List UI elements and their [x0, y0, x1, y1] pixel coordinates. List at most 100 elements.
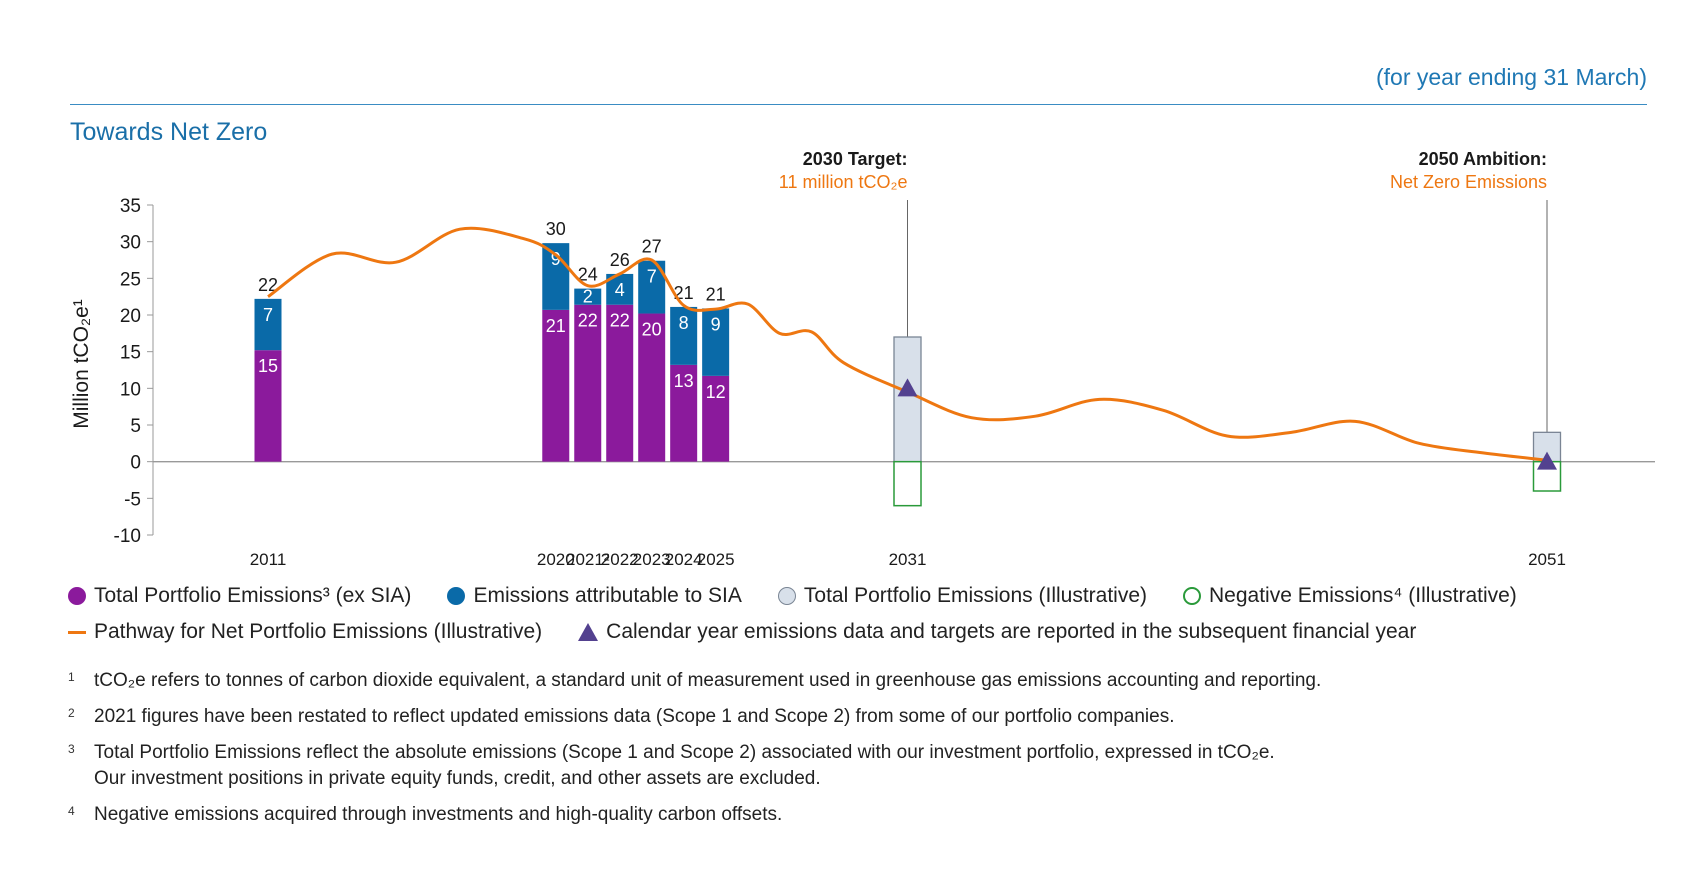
x-tick-label: 2022	[601, 550, 639, 569]
sia-value-label: 2	[583, 287, 593, 307]
legend-label: Total Portfolio Emissions³ (ex SIA)	[94, 584, 412, 607]
portfolio-bar	[670, 364, 698, 462]
x-tick-label: 2020	[537, 550, 575, 569]
total-value-label: 26	[610, 250, 630, 270]
legend-item-pathway: Pathway for Net Portfolio Emissions (Ill…	[68, 620, 542, 644]
footnote-number: 2	[68, 706, 75, 720]
footnote: 1 tCO₂e refers to tonnes of carbon dioxi…	[68, 668, 1321, 694]
portfolio-value-label: 20	[642, 320, 662, 340]
sia-value-label: 8	[679, 313, 689, 333]
legend-row-2: Pathway for Net Portfolio Emissions (Ill…	[68, 614, 1553, 650]
triangle-marker-icon	[578, 623, 599, 641]
illustrative-swatch-icon	[777, 587, 796, 605]
y-tick-label: -5	[124, 489, 141, 510]
y-tick-label: 15	[120, 343, 141, 364]
total-value-label: 22	[258, 275, 278, 295]
total-value-label: 24	[578, 265, 598, 285]
sia-value-label: 7	[263, 305, 273, 325]
legend-item-illustrative: Total Portfolio Emissions (Illustrative)	[777, 584, 1148, 608]
portfolio-value-label: 13	[674, 371, 694, 391]
period-note: (for year ending 31 March)	[1375, 64, 1647, 90]
header-rule	[70, 104, 1647, 105]
total-value-label: 27	[642, 237, 662, 257]
footnote-text: 2021 figures have been restated to refle…	[94, 706, 1175, 727]
target-sublabel: 11 million tCO₂e	[779, 172, 908, 192]
portfolio-bar	[606, 304, 634, 462]
y-tick-label: 10	[120, 379, 141, 400]
footnote-text: Negative emissions acquired through inve…	[94, 804, 783, 825]
portfolio-bar	[702, 375, 730, 462]
total-value-label: 21	[706, 284, 726, 304]
target-marker	[1537, 451, 1557, 470]
target-sublabel: Net Zero Emissions	[1390, 172, 1547, 192]
sia-bar	[254, 298, 282, 351]
y-tick-label: 20	[120, 306, 141, 327]
total-value-label: 30	[546, 219, 566, 239]
legend-label: Calendar year emissions data and targets…	[606, 620, 1417, 643]
y-tick-label: -10	[114, 526, 141, 547]
sia-bar	[702, 308, 730, 376]
portfolio-value-label: 21	[546, 316, 566, 336]
sia-value-label: 9	[551, 249, 561, 269]
footnotes: 1 tCO₂e refers to tonnes of carbon dioxi…	[68, 668, 1321, 838]
legend-item-negative: Negative Emissions⁴ (Illustrative)	[1183, 584, 1517, 608]
x-tick-label: 2031	[889, 550, 927, 569]
footnote-number: 4	[68, 804, 75, 818]
y-tick-label: 0	[130, 453, 141, 474]
chart-title: Towards Net Zero	[70, 118, 268, 146]
portfolio-value-label: 15	[258, 356, 278, 376]
sia-swatch-icon	[447, 587, 466, 605]
legend-item-portfolio: Total Portfolio Emissions³ (ex SIA)	[68, 584, 411, 608]
footnote: 4 Negative emissions acquired through in…	[68, 802, 1321, 828]
sia-value-label: 4	[615, 280, 625, 300]
x-tick-label: 2023	[633, 550, 671, 569]
x-tick-label: 2021²	[566, 550, 610, 569]
negative-swatch-icon	[1183, 587, 1202, 605]
sia-bar	[574, 288, 602, 305]
x-tick-label: 2025	[697, 550, 735, 569]
footnote-text: Total Portfolio Emissions reflect the ab…	[94, 742, 1275, 789]
legend-item-sia: Emissions attributable to SIA	[447, 584, 742, 608]
legend-label: Negative Emissions⁴ (Illustrative)	[1209, 584, 1517, 607]
sia-value-label: 7	[647, 267, 657, 287]
portfolio-bar	[574, 304, 602, 462]
portfolio-value-label: 22	[610, 311, 630, 331]
negative-bar	[893, 460, 922, 507]
emissions-chart: Million tCO₂e¹ 35 30 25 20 15 10 5 0 -5 -10 2030 Ta…	[70, 149, 1655, 569]
target-label: 2050 Ambition:	[1419, 149, 1547, 169]
footnote-text: tCO₂e refers to tonnes of carbon dioxide…	[94, 670, 1322, 691]
x-tick-label: 2024	[665, 550, 703, 569]
portfolio-bar	[542, 309, 570, 462]
y-tick-label: 5	[130, 416, 141, 437]
portfolio-value-label: 22	[578, 311, 598, 331]
portfolio-value-label: 12	[706, 382, 726, 402]
y-tick-label: 30	[120, 233, 141, 254]
negative-bar	[1532, 460, 1562, 492]
footnote: 3 Total Portfolio Emissions reflect the …	[68, 740, 1321, 792]
footnote: 2 2021 figures have been restated to ref…	[68, 704, 1321, 730]
footnote-number: 1	[68, 670, 75, 684]
y-axis-label: Million tCO₂e¹	[70, 299, 93, 429]
illustrative-bar	[893, 336, 922, 463]
legend-row-1: Total Portfolio Emissions³ (ex SIA) Emis…	[68, 578, 1553, 614]
sia-bar	[670, 306, 698, 365]
portfolio-bar	[254, 350, 282, 462]
pathway-line-icon	[68, 630, 86, 634]
x-tick-label: 2011	[250, 550, 287, 569]
legend-item-marker: Calendar year emissions data and targets…	[578, 620, 1416, 644]
portfolio-swatch-icon	[68, 587, 86, 605]
x-tick-label: 2051	[1528, 550, 1566, 569]
target-label: 2030 Target:	[803, 149, 908, 169]
footnote-number: 3	[68, 742, 75, 756]
sia-value-label: 9	[711, 314, 721, 334]
y-tick-label: 35	[120, 196, 141, 217]
legend: Total Portfolio Emissions³ (ex SIA) Emis…	[68, 578, 1553, 650]
pathway-line	[267, 226, 1548, 462]
portfolio-bar	[638, 313, 666, 462]
legend-label: Total Portfolio Emissions (Illustrative)	[803, 584, 1148, 607]
legend-label: Emissions attributable to SIA	[473, 584, 742, 607]
total-value-label: 21	[674, 283, 694, 303]
target-marker	[897, 378, 918, 397]
legend-label: Pathway for Net Portfolio Emissions (Ill…	[94, 620, 543, 643]
y-tick-label: 25	[120, 269, 141, 290]
